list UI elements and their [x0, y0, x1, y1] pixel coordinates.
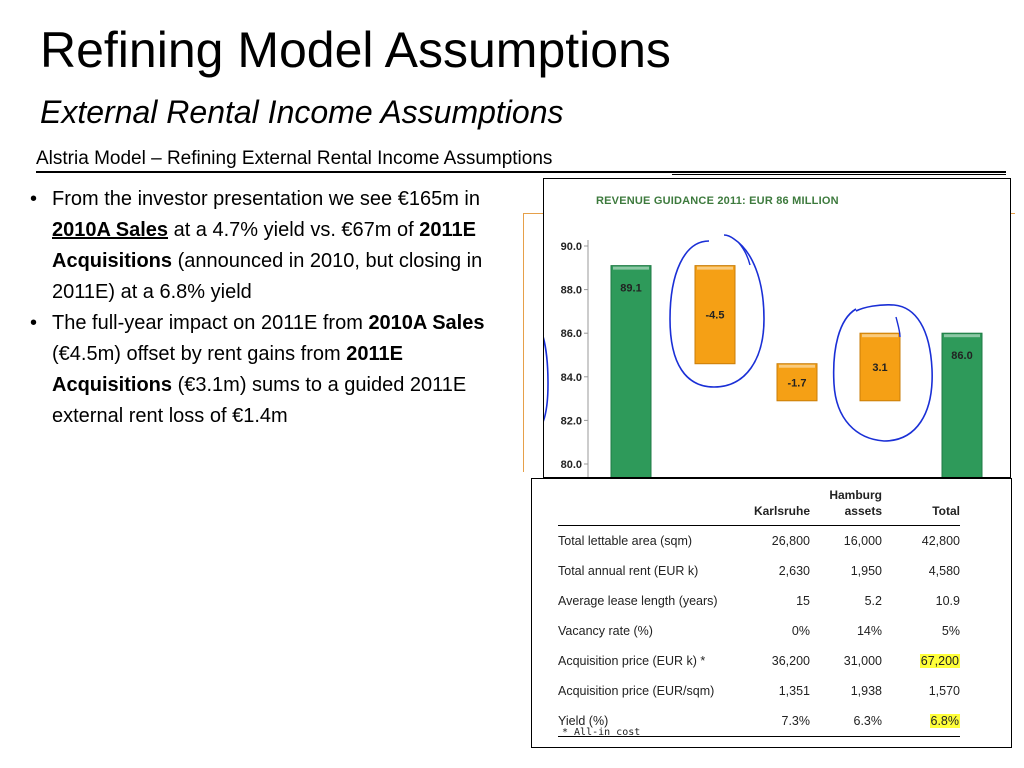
table-row: Acquisition price (EUR k) * 36,200 31,000 6… — [558, 646, 960, 676]
table-row: Average lease length (years) 15 5.2 10.9 — [558, 586, 960, 616]
caption-rule-secondary — [672, 174, 1006, 175]
table-row-label: Acquisition price (EUR/sqm) — [558, 684, 715, 698]
waterfall-bar — [776, 363, 818, 402]
slide-title: Refining Model Assumptions — [40, 22, 671, 78]
table-cell: 1,351 — [778, 684, 810, 698]
annotation-circle — [669, 234, 765, 388]
bullet-text: at a 4.7% yield vs. €67m of — [168, 219, 420, 241]
table-cell: 42,800 — [921, 534, 960, 548]
bullet-emphasis: 2011E Acquisitions — [52, 343, 403, 396]
y-tick-label: 84.0 — [561, 372, 582, 384]
annotation-circle — [832, 304, 933, 442]
table-row: Yield (%) 7.3% 6.3% 6.8% — [558, 706, 960, 737]
table-cell: 7.3% — [781, 714, 811, 728]
table-cell: 5.2 — [864, 594, 882, 608]
table-row-label: Total annual rent (EUR k) — [558, 564, 699, 578]
table-row-label: Yield (%) — [558, 714, 609, 728]
table-row-label: Vacancy rate (%) — [558, 624, 653, 638]
table-cell: 6.3% — [853, 714, 883, 728]
annotation-circle — [544, 337, 549, 422]
table-row: Vacancy rate (%) 0% 14% 5% — [558, 616, 960, 646]
annotation-stroke — [895, 316, 901, 338]
bullet-list: From the investor presentation we see €1… — [28, 184, 498, 432]
table-header-hamburg: Hamburg assets — [810, 479, 882, 526]
highlighted-value: 6.8% — [929, 714, 960, 728]
revenue-chart: REVENUE GUIDANCE 2011: EUR 86 MILLION 80… — [543, 178, 1011, 478]
table-footnote: * All-in cost — [562, 727, 641, 738]
table-header-hamburg-line: assets — [844, 504, 882, 518]
y-tick-label: 86.0 — [561, 328, 582, 340]
bullet-emphasis: 2010A Sales — [368, 312, 485, 334]
waterfall-bar — [941, 332, 983, 477]
bullet-emphasis: 2010A Sales — [52, 219, 169, 241]
slide-caption: Alstria Model – Refining External Rental… — [36, 148, 553, 169]
table-cell: 31,000 — [843, 654, 882, 668]
acquisition-table-panel: Karlsruhe Hamburg assets Total Total lett… — [531, 478, 1012, 748]
table-cell: 1,938 — [850, 684, 882, 698]
table-row-label: Total lettable area (sqm) — [558, 534, 693, 548]
annotation-stroke — [738, 242, 751, 266]
table-row-label: Average lease length (years) — [558, 594, 718, 608]
bar-value-label: 3.1 — [872, 362, 887, 374]
bar-highlight — [779, 364, 815, 368]
bullet-text: From the investor presentation we see €1… — [52, 188, 480, 210]
table-cell: 36,200 — [771, 654, 810, 668]
bar-value-label: -4.5 — [706, 310, 725, 322]
chart-frame-decoration — [523, 213, 544, 472]
table-header-blank — [558, 479, 748, 526]
table-row-label: Acquisition price (EUR k) * — [558, 654, 706, 668]
bullet-text: (€3.1m) sums to a guided 2011E external … — [52, 374, 467, 427]
bar-highlight — [862, 334, 898, 338]
bullet-text: (€4.5m) offset by rent gains from — [52, 343, 347, 365]
table-cell: 2,630 — [778, 564, 810, 578]
table-cell: 10.9 — [935, 594, 960, 608]
bar-highlight — [613, 266, 649, 270]
table-header-total: Total — [932, 504, 960, 518]
chart-title: REVENUE GUIDANCE 2011: EUR 86 MILLION — [596, 195, 839, 207]
table-header-hamburg-line: Hamburg — [829, 488, 882, 502]
bullet-text: (announced in 2010, but closing in 2011E… — [52, 250, 483, 303]
bullet-text: The full-year impact on 2011E from — [52, 312, 369, 334]
bullet-item: From the investor presentation we see €1… — [28, 184, 498, 308]
table-header-row: Karlsruhe Hamburg assets Total — [558, 479, 960, 526]
bar-value-label: -1.7 — [788, 377, 807, 389]
table-row: Total lettable area (sqm) 26,800 16,000 42,… — [558, 526, 960, 557]
table-cell: 14% — [856, 624, 882, 638]
bullet-emphasis: 2011E Acquisitions — [52, 219, 476, 272]
y-tick-label: 88.0 — [561, 285, 582, 297]
waterfall-bar — [859, 332, 901, 402]
table-cell: 67,200 — [882, 646, 960, 676]
bullet-item: The full-year impact on 2011E from 2010A… — [28, 308, 498, 432]
y-tick-label: 90.0 — [561, 241, 582, 253]
table-header-karlsruhe: Karlsruhe — [753, 504, 810, 518]
bar-value-label: 86.0 — [951, 350, 972, 362]
table-cell: 4,580 — [928, 564, 960, 578]
bar-highlight — [944, 334, 980, 338]
table-cell: 16,000 — [843, 534, 882, 548]
waterfall-bar — [694, 265, 736, 365]
table-cell: 1,950 — [850, 564, 882, 578]
table-cell: 15 — [796, 594, 810, 608]
bar-value-label: 89.1 — [620, 283, 641, 295]
table-cell: 5% — [941, 624, 960, 638]
table-cell: 1,570 — [928, 684, 960, 698]
table-cell: 0% — [791, 624, 810, 638]
chart-frame-decoration — [1009, 213, 1015, 214]
caption-rule — [36, 171, 1006, 173]
highlighted-value: 67,200 — [919, 654, 960, 668]
bar-highlight — [697, 266, 733, 270]
table-cell: 6.8% — [882, 706, 960, 737]
table-row: Total annual rent (EUR k) 2,630 1,950 4,580 — [558, 556, 960, 586]
slide-subtitle: External Rental Income Assumptions — [40, 94, 564, 130]
y-tick-label: 80.0 — [561, 459, 582, 471]
acquisition-table: Karlsruhe Hamburg assets Total Total lett… — [558, 479, 960, 737]
waterfall-chart: 80.0 82.0 84.0 86.0 88.0 90.0 89.1 -4.5 -1.7 3.1 8… — [544, 234, 983, 477]
waterfall-bar — [610, 265, 652, 477]
y-tick-label: 82.0 — [561, 415, 582, 427]
table-row: Acquisition price (EUR/sqm) 1,351 1,938 1,5… — [558, 676, 960, 706]
table-cell: 26,800 — [771, 534, 810, 548]
